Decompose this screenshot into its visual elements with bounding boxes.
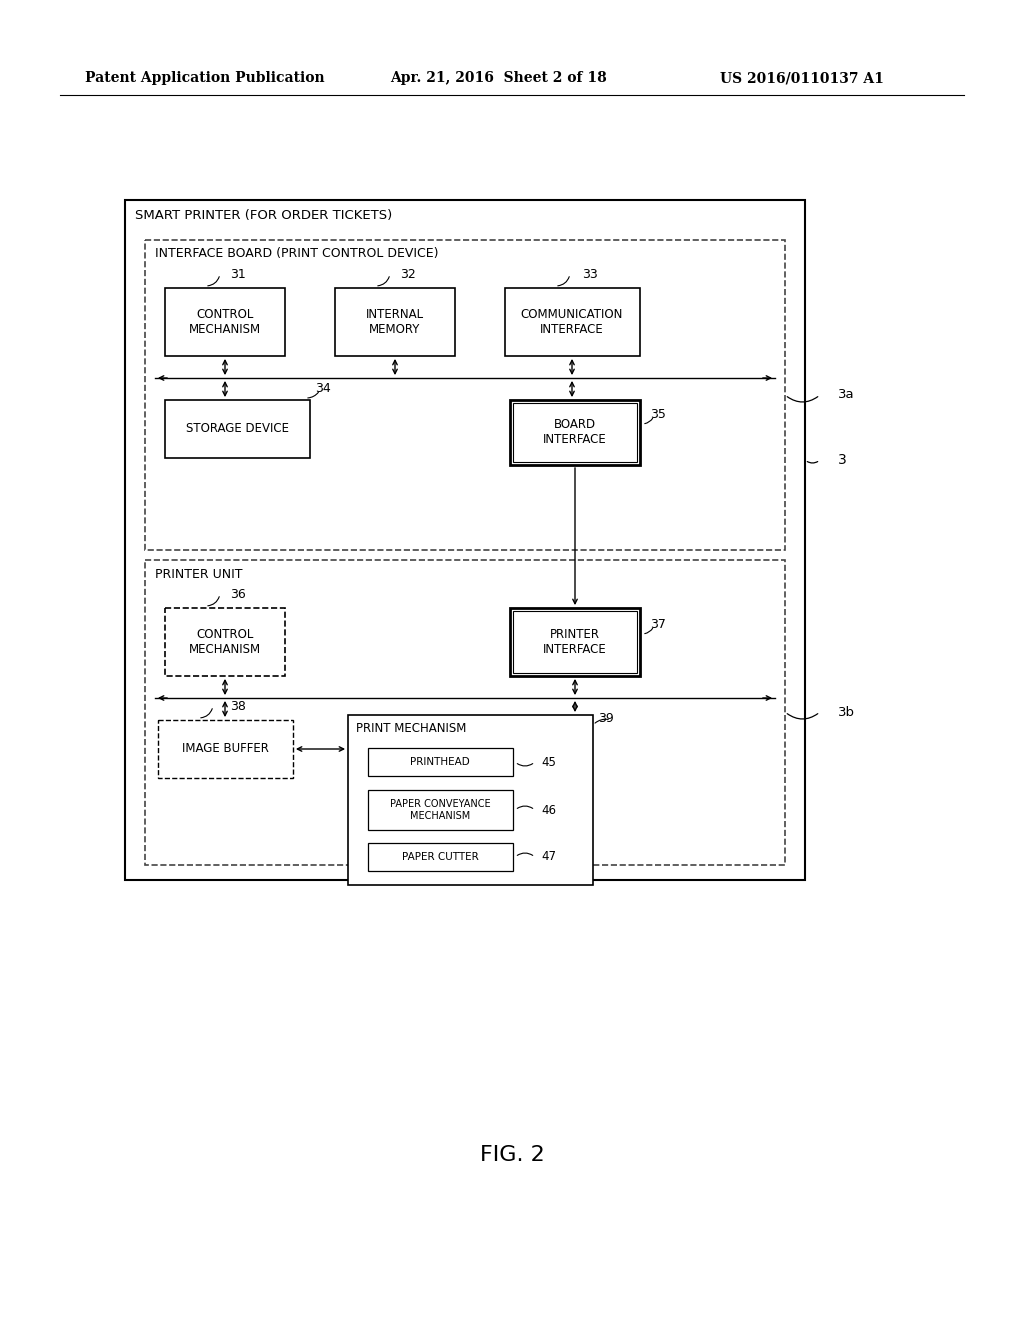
Text: 3a: 3a xyxy=(838,388,855,401)
Bar xyxy=(125,201,805,880)
Text: STORAGE DEVICE: STORAGE DEVICE xyxy=(185,422,289,436)
Text: 31: 31 xyxy=(230,268,246,281)
Text: 38: 38 xyxy=(230,700,246,713)
Text: 47: 47 xyxy=(541,850,556,863)
Text: IMAGE BUFFER: IMAGE BUFFER xyxy=(181,742,268,755)
Bar xyxy=(145,560,785,865)
Bar xyxy=(368,789,513,830)
Text: 35: 35 xyxy=(650,408,666,421)
Bar xyxy=(510,609,640,676)
Text: SMART PRINTER (FOR ORDER TICKETS): SMART PRINTER (FOR ORDER TICKETS) xyxy=(135,210,392,223)
Bar xyxy=(335,288,455,356)
Text: COMMUNICATION
INTERFACE: COMMUNICATION INTERFACE xyxy=(521,308,624,337)
Text: PAPER CUTTER: PAPER CUTTER xyxy=(401,851,478,862)
Text: 36: 36 xyxy=(230,587,246,601)
Text: 3b: 3b xyxy=(838,705,855,718)
Text: PRINTER
INTERFACE: PRINTER INTERFACE xyxy=(543,628,607,656)
Bar xyxy=(165,288,285,356)
Bar xyxy=(368,843,513,871)
Bar xyxy=(513,611,637,673)
Bar xyxy=(165,400,310,458)
Text: 33: 33 xyxy=(582,268,598,281)
Text: PRINTHEAD: PRINTHEAD xyxy=(411,756,470,767)
Bar xyxy=(158,719,293,777)
Text: 45: 45 xyxy=(541,755,556,768)
Text: BOARD
INTERFACE: BOARD INTERFACE xyxy=(543,418,607,446)
Bar xyxy=(510,400,640,465)
Bar xyxy=(368,748,513,776)
Text: INTERNAL
MEMORY: INTERNAL MEMORY xyxy=(366,308,424,337)
Text: Apr. 21, 2016  Sheet 2 of 18: Apr. 21, 2016 Sheet 2 of 18 xyxy=(390,71,607,84)
Text: CONTROL
MECHANISM: CONTROL MECHANISM xyxy=(189,628,261,656)
Text: 34: 34 xyxy=(315,381,331,395)
Bar xyxy=(348,715,593,884)
Bar xyxy=(513,403,637,462)
Text: 37: 37 xyxy=(650,618,666,631)
Bar xyxy=(165,609,285,676)
Text: INTERFACE BOARD (PRINT CONTROL DEVICE): INTERFACE BOARD (PRINT CONTROL DEVICE) xyxy=(155,248,438,260)
Text: US 2016/0110137 A1: US 2016/0110137 A1 xyxy=(720,71,884,84)
Text: PAPER CONVEYANCE
MECHANISM: PAPER CONVEYANCE MECHANISM xyxy=(390,799,490,821)
Text: 32: 32 xyxy=(400,268,416,281)
Text: Patent Application Publication: Patent Application Publication xyxy=(85,71,325,84)
Text: CONTROL
MECHANISM: CONTROL MECHANISM xyxy=(189,308,261,337)
Text: 39: 39 xyxy=(598,713,613,726)
Text: PRINT MECHANISM: PRINT MECHANISM xyxy=(356,722,466,735)
Text: FIG. 2: FIG. 2 xyxy=(479,1144,545,1166)
Bar xyxy=(145,240,785,550)
Bar xyxy=(505,288,640,356)
Text: PRINTER UNIT: PRINTER UNIT xyxy=(155,568,243,581)
Text: 46: 46 xyxy=(541,804,556,817)
Text: 3: 3 xyxy=(838,453,847,467)
